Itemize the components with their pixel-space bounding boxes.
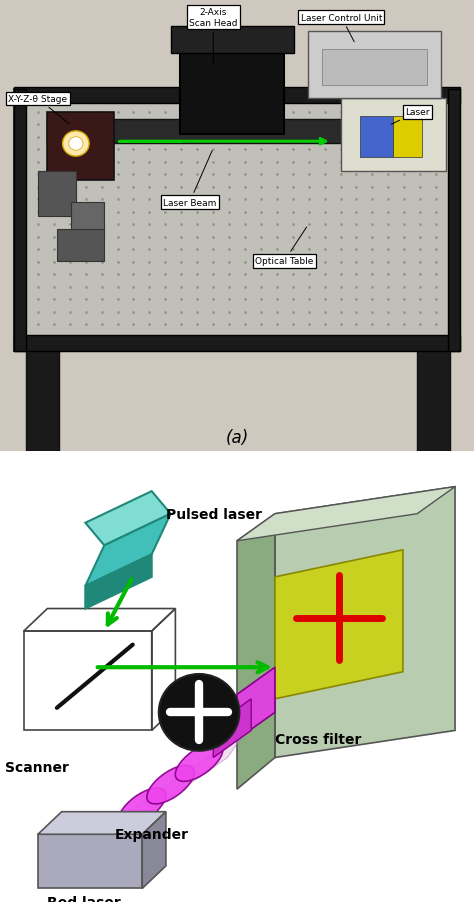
- Bar: [26, 347, 59, 451]
- Text: Laser Control Unit: Laser Control Unit: [301, 14, 382, 42]
- Bar: [14, 90, 26, 352]
- Polygon shape: [38, 812, 166, 834]
- Bar: [308, 32, 441, 99]
- Bar: [341, 99, 446, 171]
- Polygon shape: [85, 492, 171, 546]
- Ellipse shape: [118, 788, 166, 826]
- Text: (a): (a): [225, 428, 249, 446]
- Bar: [360, 117, 393, 158]
- Text: Expander: Expander: [115, 827, 189, 842]
- Text: X-Y-Z-θ Stage: X-Y-Z-θ Stage: [9, 95, 69, 124]
- Polygon shape: [142, 812, 166, 888]
- Bar: [38, 171, 76, 216]
- Polygon shape: [213, 699, 251, 758]
- Bar: [180, 36, 284, 135]
- Text: Cross filter: Cross filter: [275, 732, 361, 747]
- Polygon shape: [71, 731, 246, 866]
- Text: Scanner: Scanner: [5, 759, 69, 774]
- Text: Red laser: Red laser: [47, 895, 121, 902]
- Polygon shape: [237, 487, 455, 541]
- Circle shape: [63, 132, 89, 157]
- Bar: [171, 27, 294, 54]
- Bar: [322, 50, 427, 86]
- Bar: [393, 117, 422, 158]
- Bar: [47, 119, 427, 144]
- Ellipse shape: [147, 766, 194, 804]
- Bar: [71, 203, 104, 235]
- Text: Laser: Laser: [391, 108, 429, 125]
- Polygon shape: [275, 550, 403, 699]
- Bar: [448, 90, 460, 352]
- Text: Pulsed laser: Pulsed laser: [166, 507, 262, 521]
- Polygon shape: [85, 514, 171, 586]
- Circle shape: [69, 137, 83, 151]
- Bar: [14, 336, 460, 352]
- Text: Laser Beam: Laser Beam: [163, 152, 216, 207]
- Polygon shape: [38, 834, 142, 888]
- Text: Optical Table: Optical Table: [255, 228, 314, 266]
- Ellipse shape: [90, 815, 137, 853]
- Polygon shape: [14, 90, 460, 352]
- Circle shape: [159, 674, 239, 750]
- Bar: [57, 230, 104, 262]
- Bar: [14, 87, 460, 104]
- Bar: [417, 347, 450, 451]
- Bar: [47, 113, 114, 180]
- Ellipse shape: [175, 743, 223, 781]
- Polygon shape: [85, 555, 152, 609]
- Polygon shape: [237, 514, 275, 789]
- Text: 2-Axis
Scan Head: 2-Axis Scan Head: [189, 8, 237, 65]
- Polygon shape: [275, 487, 455, 758]
- Polygon shape: [237, 667, 275, 740]
